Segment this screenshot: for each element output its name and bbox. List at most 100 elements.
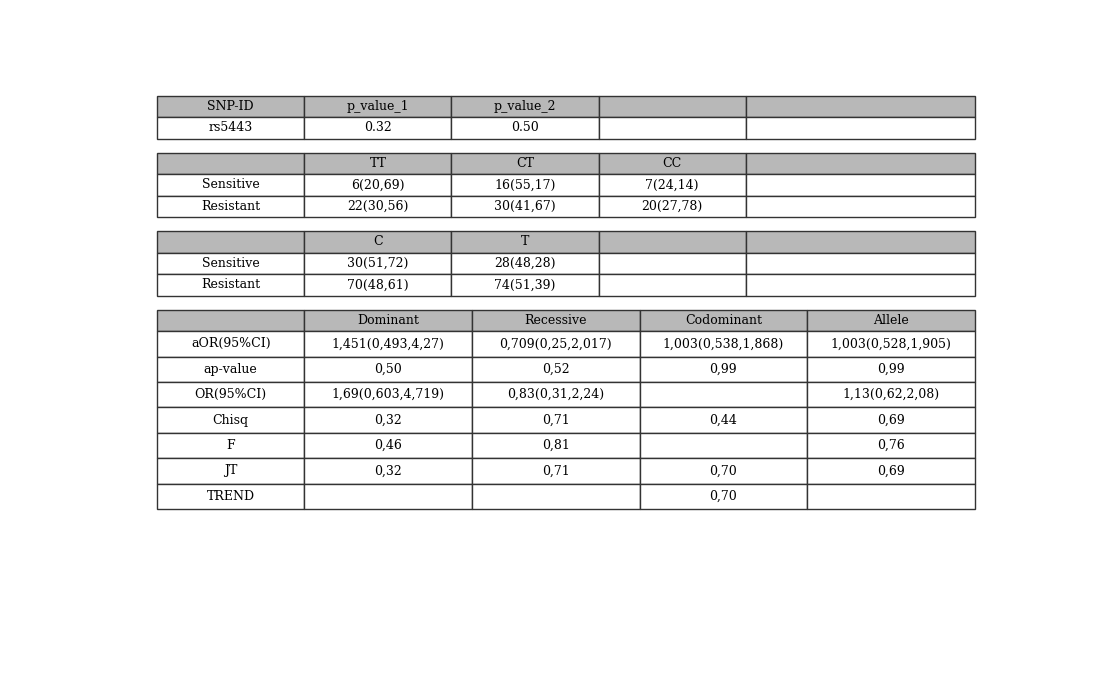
Text: 30(41,67): 30(41,67) <box>494 200 555 213</box>
Bar <box>452 117 598 139</box>
Bar <box>639 433 807 459</box>
Text: 1,69(0,603,4,719): 1,69(0,603,4,719) <box>332 389 444 401</box>
Bar <box>472 433 639 459</box>
Bar <box>472 484 639 509</box>
Bar <box>746 253 975 274</box>
Text: TREND: TREND <box>207 490 255 503</box>
Bar <box>304 153 452 174</box>
Bar <box>807 331 975 356</box>
Bar <box>598 117 746 139</box>
Bar <box>304 433 472 459</box>
Bar <box>158 174 304 195</box>
Text: 0.32: 0.32 <box>364 121 391 134</box>
Bar <box>472 382 639 407</box>
Text: 0,52: 0,52 <box>542 363 570 376</box>
Bar <box>598 195 746 217</box>
Bar <box>158 274 304 295</box>
Bar <box>452 153 598 174</box>
Text: CT: CT <box>516 157 534 170</box>
Text: 28(48,28): 28(48,28) <box>495 257 555 270</box>
Bar <box>158 117 304 139</box>
Bar <box>304 95 452 117</box>
Bar <box>158 253 304 274</box>
Text: 20(27,78): 20(27,78) <box>641 200 703 213</box>
Text: 16(55,17): 16(55,17) <box>495 178 555 191</box>
Bar <box>304 274 452 295</box>
Text: JT: JT <box>224 464 237 477</box>
Bar <box>472 309 639 331</box>
Bar <box>158 458 304 484</box>
Bar <box>807 309 975 331</box>
Text: 0,69: 0,69 <box>877 414 905 426</box>
Text: 0,69: 0,69 <box>877 464 905 477</box>
Bar <box>598 153 746 174</box>
Text: 1,003(0,528,1,905): 1,003(0,528,1,905) <box>831 337 951 351</box>
Text: 1,003(0,538,1,868): 1,003(0,538,1,868) <box>662 337 784 351</box>
Text: C: C <box>374 235 382 248</box>
Text: 0,70: 0,70 <box>710 464 737 477</box>
Bar <box>304 309 472 331</box>
Bar <box>598 231 746 253</box>
Bar <box>452 95 598 117</box>
Bar <box>304 407 472 433</box>
Text: p_value_2: p_value_2 <box>494 100 557 113</box>
Bar <box>304 382 472 407</box>
Text: 0,71: 0,71 <box>542 464 570 477</box>
Bar <box>304 231 452 253</box>
Bar <box>746 231 975 253</box>
Bar <box>639 458 807 484</box>
Bar <box>472 331 639 356</box>
Bar <box>472 458 639 484</box>
Text: 0,32: 0,32 <box>375 464 402 477</box>
Text: 0,70: 0,70 <box>710 490 737 503</box>
Text: Allele: Allele <box>873 314 909 327</box>
Bar <box>304 117 452 139</box>
Bar <box>452 231 598 253</box>
Text: 0,71: 0,71 <box>542 414 570 426</box>
Text: 0,709(0,25,2,017): 0,709(0,25,2,017) <box>499 337 612 351</box>
Text: 30(51,72): 30(51,72) <box>347 257 409 270</box>
Bar <box>304 356 472 382</box>
Text: Dominant: Dominant <box>357 314 419 327</box>
Bar <box>639 484 807 509</box>
Text: SNP-ID: SNP-ID <box>207 100 255 113</box>
Bar <box>639 382 807 407</box>
Bar <box>158 407 304 433</box>
Bar <box>639 356 807 382</box>
Bar <box>158 95 304 117</box>
Bar <box>304 331 472 356</box>
Bar <box>472 407 639 433</box>
Text: ap-value: ap-value <box>204 363 258 376</box>
Bar <box>158 382 304 407</box>
Bar <box>304 484 472 509</box>
Bar <box>158 356 304 382</box>
Text: F: F <box>226 439 235 452</box>
Bar <box>158 484 304 509</box>
Text: CC: CC <box>662 157 682 170</box>
Bar <box>639 407 807 433</box>
Bar <box>807 407 975 433</box>
Bar <box>304 195 452 217</box>
Bar <box>807 356 975 382</box>
Text: 22(30,56): 22(30,56) <box>347 200 409 213</box>
Bar <box>807 458 975 484</box>
Bar <box>158 331 304 356</box>
Bar <box>807 484 975 509</box>
Bar <box>639 331 807 356</box>
Text: 0.50: 0.50 <box>511 121 539 134</box>
Text: 1,451(0,493,4,27): 1,451(0,493,4,27) <box>332 337 444 351</box>
Text: 0,46: 0,46 <box>375 439 402 452</box>
Text: p_value_1: p_value_1 <box>346 100 409 113</box>
Bar <box>472 356 639 382</box>
Bar <box>639 309 807 331</box>
Bar <box>158 433 304 459</box>
Bar <box>452 174 598 195</box>
Text: T: T <box>521 235 529 248</box>
Text: 0,50: 0,50 <box>375 363 402 376</box>
Text: Codominant: Codominant <box>684 314 761 327</box>
Bar <box>746 153 975 174</box>
Text: 6(20,69): 6(20,69) <box>352 178 404 191</box>
Bar <box>746 95 975 117</box>
Text: Recessive: Recessive <box>525 314 587 327</box>
Bar <box>807 382 975 407</box>
